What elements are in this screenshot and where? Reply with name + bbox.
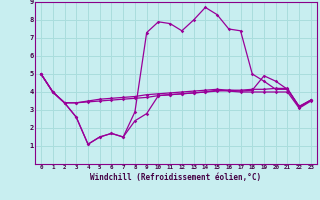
X-axis label: Windchill (Refroidissement éolien,°C): Windchill (Refroidissement éolien,°C): [91, 173, 261, 182]
